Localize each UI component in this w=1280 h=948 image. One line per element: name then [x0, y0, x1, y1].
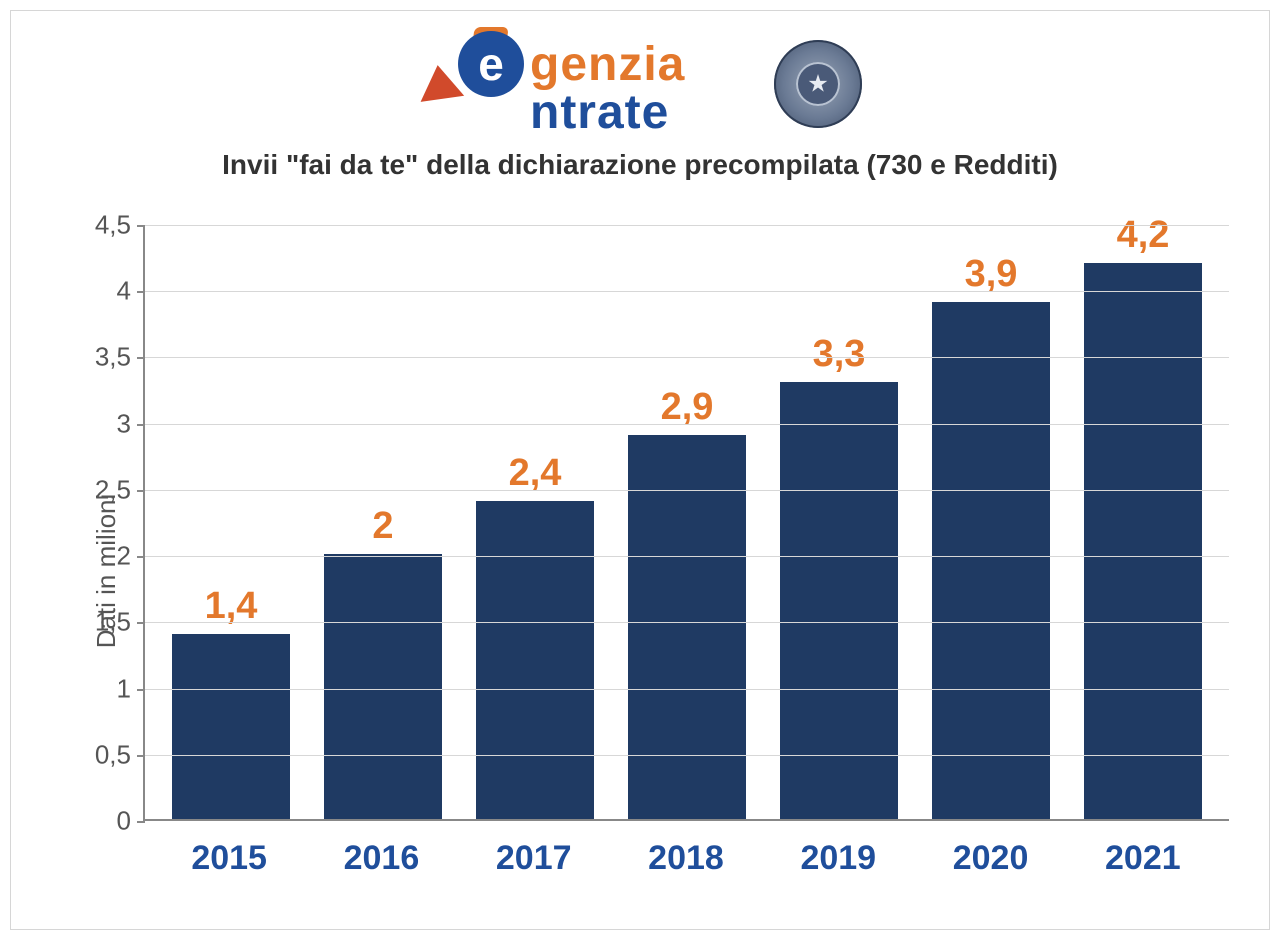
y-tick-label: 0,5 — [71, 739, 131, 770]
y-tick — [137, 225, 145, 227]
bar-column: 2,4 — [465, 501, 605, 819]
bar-value-label: 3,9 — [965, 253, 1018, 296]
logo-e-circle-icon: e — [458, 31, 524, 97]
y-tick — [137, 689, 145, 691]
y-tick — [137, 622, 145, 624]
bar-chart: Dati in milioni 1,422,42,93,33,94,2 00,5… — [35, 221, 1247, 921]
emblem-star-icon: ★ — [807, 70, 829, 99]
gridline — [145, 490, 1229, 491]
agenzia-entrate-logo: e genzia ntrate — [418, 29, 758, 139]
y-tick-label: 1,5 — [71, 607, 131, 638]
bar-value-label: 3,3 — [813, 333, 866, 376]
bar-column: 3,3 — [769, 382, 909, 819]
plot-area: 1,422,42,93,33,94,2 00,511,522,533,544,5 — [143, 225, 1229, 821]
header-logo-row: e genzia ntrate ★ — [11, 11, 1269, 139]
logo-word-top: genzia — [530, 37, 685, 92]
bar — [932, 302, 1050, 819]
chart-title: Invii "fai da te" della dichiarazione pr… — [11, 149, 1269, 181]
bar — [324, 554, 442, 819]
x-tick-label: 2016 — [311, 839, 451, 878]
bar — [628, 435, 746, 819]
chart-card: e genzia ntrate ★ Invii "fai da te" dell… — [10, 10, 1270, 930]
bar — [172, 634, 290, 819]
y-tick-label: 4 — [71, 276, 131, 307]
y-tick — [137, 490, 145, 492]
bars-container: 1,422,42,93,33,94,2 — [145, 225, 1229, 819]
gridline — [145, 755, 1229, 756]
gridline — [145, 424, 1229, 425]
bar-column: 1,4 — [161, 634, 301, 819]
x-tick-label: 2018 — [616, 839, 756, 878]
logo-wedge-shape — [416, 62, 464, 102]
x-tick-label: 2019 — [768, 839, 908, 878]
gridline — [145, 225, 1229, 226]
bar-value-label: 1,4 — [205, 585, 258, 628]
y-tick — [137, 357, 145, 359]
bar-column: 3,9 — [921, 302, 1061, 819]
bar-value-label: 2,4 — [509, 452, 562, 495]
y-tick — [137, 755, 145, 757]
bar — [780, 382, 898, 819]
bar-column: 2,9 — [617, 435, 757, 819]
x-axis-labels: 2015 2016 2017 2018 2019 2020 2021 — [143, 829, 1229, 878]
y-tick — [137, 556, 145, 558]
y-tick-label: 4,5 — [71, 210, 131, 241]
y-tick-label: 2,5 — [71, 474, 131, 505]
italian-republic-emblem-icon: ★ — [774, 40, 862, 128]
x-tick-label: 2021 — [1073, 839, 1213, 878]
bar-value-label: 2,9 — [661, 386, 714, 429]
y-tick-label: 2 — [71, 541, 131, 572]
logo-word-bottom: ntrate — [530, 85, 669, 140]
gridline — [145, 556, 1229, 557]
y-tick-label: 3 — [71, 408, 131, 439]
y-tick-label: 3,5 — [71, 342, 131, 373]
y-tick — [137, 821, 145, 823]
bar-value-label: 4,2 — [1117, 214, 1170, 257]
bar-column: 2 — [313, 554, 453, 819]
y-tick-label: 1 — [71, 673, 131, 704]
gridline — [145, 291, 1229, 292]
bar-value-label: 2 — [372, 505, 393, 548]
bar — [1084, 263, 1202, 819]
gridline — [145, 357, 1229, 358]
x-tick-label: 2017 — [464, 839, 604, 878]
bar-column: 4,2 — [1073, 263, 1213, 819]
x-tick-label: 2015 — [159, 839, 299, 878]
y-tick-label: 0 — [71, 806, 131, 837]
gridline — [145, 622, 1229, 623]
gridline — [145, 689, 1229, 690]
y-tick — [137, 424, 145, 426]
bar — [476, 501, 594, 819]
y-tick — [137, 291, 145, 293]
logo-e-letter: e — [478, 41, 504, 87]
x-tick-label: 2020 — [921, 839, 1061, 878]
